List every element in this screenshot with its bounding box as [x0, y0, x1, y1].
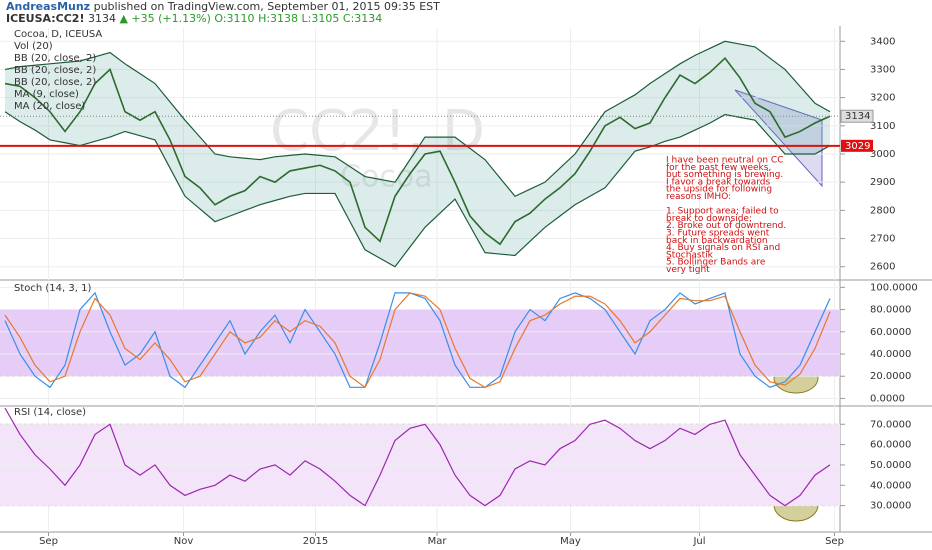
published: published on TradingView.com, September …	[94, 0, 441, 13]
y-tick-label: 2900	[870, 177, 895, 188]
panel-title: RSI (14, close)	[14, 407, 86, 418]
x-tick-label: Sep	[39, 536, 58, 547]
y-tick-label: 0.0000	[870, 393, 905, 404]
y-tick-label: 70.0000	[870, 419, 911, 430]
quote: ICEUSA:CC2! 3134 ▲ +35 (+1.13%) O:3110 H…	[6, 12, 382, 25]
annotation: very tight	[666, 265, 710, 275]
y-tick-label: 40.0000	[870, 349, 911, 360]
annotation: 5. Bollinger Bands are	[666, 258, 766, 268]
last-price-label: 3134	[845, 111, 870, 122]
annotation: 2. Broke out of downtrend.	[666, 221, 786, 231]
close: C:3134	[343, 12, 382, 25]
last-price-box	[840, 109, 874, 123]
annotation: 4. Buy signals on RSI and	[666, 243, 780, 253]
indicator-legend: Vol (20)	[14, 41, 53, 52]
y-tick-label: 3200	[870, 93, 895, 104]
y-tick-label: 60.0000	[870, 327, 911, 338]
open: O:3110	[214, 12, 254, 25]
y-tick-label: 30.0000	[870, 501, 911, 512]
change: ▲ +35 (+1.13%)	[119, 12, 210, 25]
annotation: for the past few weeks,	[666, 163, 771, 173]
y-tick-label: 20.0000	[870, 371, 911, 382]
y-tick-label: 80.0000	[870, 305, 911, 316]
y-tick-label: 3400	[870, 36, 895, 47]
annotation: I favor a break towards	[666, 177, 770, 187]
support-label-box	[841, 139, 873, 152]
indicator-legend: BB (20, close, 2)	[14, 77, 96, 88]
support-label: 3029	[845, 141, 870, 152]
header: AndreasMunz published on TradingView.com…	[6, 0, 440, 13]
indicator-legend: BB (20, close, 2)	[14, 53, 96, 64]
annotation: Stochastik	[666, 250, 714, 260]
y-tick-label: 2800	[870, 205, 895, 216]
low: L:3105	[302, 12, 340, 25]
x-tick-label: 2015	[303, 536, 328, 547]
annotation: 3. Future spreads went	[666, 229, 770, 239]
annotation: 1. Support area; failed to	[666, 207, 779, 217]
series-line	[4, 291, 831, 389]
series-line	[4, 40, 831, 198]
series-line	[4, 292, 831, 389]
indicator-legend: MA (9, close)	[14, 89, 79, 100]
author: AndreasMunz	[6, 0, 90, 13]
annotation: the upside for following	[666, 185, 772, 195]
y-tick-label: 100.0000	[870, 282, 918, 293]
bb-fill	[5, 41, 830, 267]
y-tick-label: 3100	[870, 121, 895, 132]
y-tick-label: 3300	[870, 64, 895, 75]
annotation: I have been neutral on CC	[666, 156, 784, 166]
series-line	[4, 407, 831, 507]
panel-title: Cocoa, D, ICEUSA	[14, 29, 102, 40]
x-tick-label: Mar	[428, 536, 448, 547]
series-line	[4, 56, 831, 246]
indicator-legend: MA (20, close)	[14, 101, 85, 112]
annotation: back in backwardation	[666, 236, 768, 246]
series-line	[4, 111, 831, 268]
y-tick-label: 2700	[870, 234, 895, 245]
x-tick-label: May	[560, 536, 581, 547]
x-tick-label: Sep	[825, 536, 844, 547]
annotation: break to downside;	[666, 214, 752, 224]
price: 3134	[88, 12, 116, 25]
downtrend-channel	[734, 89, 823, 188]
y-tick-label: 3000	[870, 149, 895, 160]
x-tick-label: Jul	[692, 536, 705, 547]
symbol: ICEUSA:CC2!	[6, 12, 84, 25]
annotation: but something is brewing.	[666, 170, 783, 180]
indicator-legend: BB (20, close, 2)	[14, 65, 96, 76]
y-tick-label: 2600	[870, 262, 895, 273]
x-tick-label: Nov	[174, 536, 194, 547]
annotation: reasons IMHO:	[666, 192, 731, 202]
panel-title: Stoch (14, 3, 1)	[14, 283, 91, 294]
band	[0, 309, 840, 377]
high: H:3138	[258, 12, 298, 25]
y-tick-label: 50.0000	[870, 460, 911, 471]
y-tick-label: 40.0000	[870, 480, 911, 491]
y-tick-label: 60.0000	[870, 440, 911, 451]
watermark: CC2!, D	[270, 99, 485, 164]
